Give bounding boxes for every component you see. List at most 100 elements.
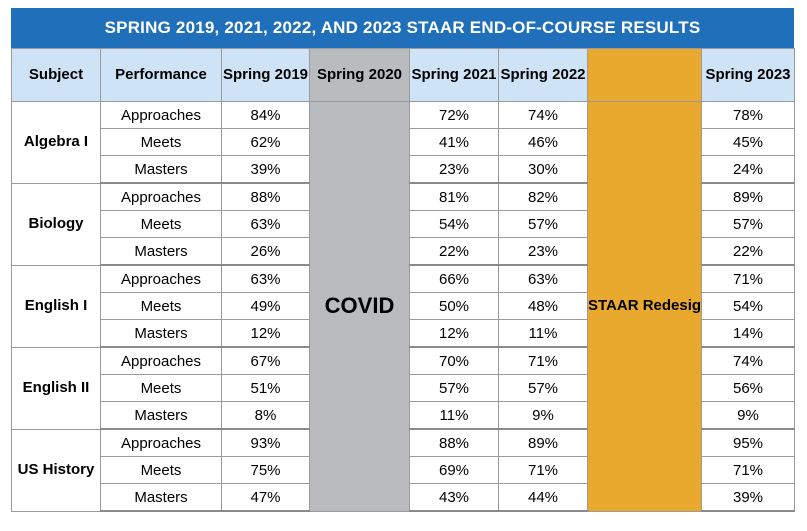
spring-2023-value: 39% xyxy=(701,483,795,512)
spring-2019-value: 39% xyxy=(221,155,310,184)
spring-2019-value: 8% xyxy=(221,401,310,430)
spring-2021-value: 54% xyxy=(409,210,499,238)
spring-2019-value: 63% xyxy=(221,210,310,238)
spring-2019-value: 49% xyxy=(221,292,310,320)
spring-2022-value: 82% xyxy=(498,182,588,211)
spring-2023-value: 54% xyxy=(701,292,795,320)
spring-2023-value: 24% xyxy=(701,155,795,184)
spring-2023-value: 9% xyxy=(701,401,795,430)
spring-2019-value: 93% xyxy=(221,428,310,457)
performance-level-cell: Masters xyxy=(100,237,222,266)
spring-2023-value: 71% xyxy=(701,456,795,484)
spring-2022-value: 57% xyxy=(498,210,588,238)
spring-2021-value: 66% xyxy=(409,264,499,293)
spring-2019-value: 63% xyxy=(221,264,310,293)
results-body: Algebra I Approaches 84% COVID 72% 74% STAAR R… xyxy=(11,101,795,512)
spring-2022-value: 9% xyxy=(498,401,588,430)
spring-2022-value: 44% xyxy=(498,483,588,512)
performance-level-cell: Approaches xyxy=(100,182,222,211)
table-row: Masters 12% 12% 11% 14% xyxy=(12,319,795,348)
table-row: Biology Approaches 88% 81% 82% 89% xyxy=(11,182,795,266)
header-performance: Performance xyxy=(100,48,222,102)
spring-2019-value: 62% xyxy=(221,128,310,156)
results-table-container: SPRING 2019, 2021, 2022, AND 2023 STAAR … xyxy=(11,8,795,520)
table-row: Masters 47% 43% 44% 39% xyxy=(12,483,795,512)
performance-level-cell: Approaches xyxy=(100,101,222,129)
table-row: Meets 75% 69% 71% 71% xyxy=(12,456,795,484)
performance-level-cell: Meets xyxy=(100,374,222,402)
spring-2019-value: 26% xyxy=(221,237,310,266)
performance-level-cell: Approaches xyxy=(100,346,222,375)
table-row: Algebra I Approaches 84% COVID 72% 74% STAAR R… xyxy=(11,101,795,512)
table-row: US History Approaches 93% 88% 89% 95% xyxy=(11,428,795,512)
table-row: Masters 8% 11% 9% 9% xyxy=(12,401,795,430)
spring-2021-value: 11% xyxy=(409,401,499,430)
header-spring-2020: Spring 2020 xyxy=(309,48,410,102)
spring-2022-value: 11% xyxy=(498,319,588,348)
performance-level-cell: Masters xyxy=(100,401,222,430)
header-subject: Subject xyxy=(11,48,101,102)
table-row: Meets 51% 57% 57% 56% xyxy=(12,374,795,402)
subject-cell: English II xyxy=(11,346,101,430)
table-row: Meets 49% 50% 48% 54% xyxy=(12,292,795,320)
spring-2022-value: 46% xyxy=(498,128,588,156)
spring-2019-value: 75% xyxy=(221,456,310,484)
spring-2023-value: 95% xyxy=(701,428,795,457)
spring-2021-value: 23% xyxy=(409,155,499,184)
spring-2021-value: 22% xyxy=(409,237,499,266)
results-table: Subject Performance Spring 2019 Spring 2… xyxy=(11,48,795,512)
spring-2019-value: 88% xyxy=(221,182,310,211)
header-redesign-gap xyxy=(587,48,702,102)
spring-2021-value: 70% xyxy=(409,346,499,375)
performance-level-cell: Masters xyxy=(100,155,222,184)
header-spring-2021: Spring 2021 xyxy=(409,48,499,102)
spring-2023-value: 57% xyxy=(701,210,795,238)
header-spring-2023: Spring 2023 xyxy=(701,48,795,102)
table-title: SPRING 2019, 2021, 2022, AND 2023 STAAR … xyxy=(11,8,794,48)
header-row: Subject Performance Spring 2019 Spring 2… xyxy=(11,48,795,102)
spring-2021-value: 69% xyxy=(409,456,499,484)
table-row: Meets 63% 54% 57% 57% xyxy=(12,210,795,238)
spring-2021-value: 81% xyxy=(409,182,499,211)
spring-2022-value: 30% xyxy=(498,155,588,184)
spring-2019-value: 67% xyxy=(221,346,310,375)
subject-cell: Biology xyxy=(11,182,101,266)
performance-level-cell: Approaches xyxy=(100,428,222,457)
spring-2021-value: 12% xyxy=(409,319,499,348)
staar-redesign-cell: STAAR Redesign* xyxy=(587,101,702,512)
subject-cell: Algebra I xyxy=(11,101,101,184)
header-spring-2022: Spring 2022 xyxy=(498,48,588,102)
spring-2022-value: 23% xyxy=(498,237,588,266)
subject-cell: English I xyxy=(11,264,101,348)
performance-level-cell: Meets xyxy=(100,210,222,238)
spring-2019-value: 84% xyxy=(221,101,310,129)
spring-2021-value: 88% xyxy=(409,428,499,457)
spring-2022-value: 48% xyxy=(498,292,588,320)
table-row: English II Approaches 67% 70% 71% 74% xyxy=(11,346,795,430)
spring-2023-value: 14% xyxy=(701,319,795,348)
table-row: English I Approaches 63% 66% 63% 71% xyxy=(11,264,795,348)
table-row: Masters 26% 22% 23% 22% xyxy=(12,237,795,266)
subject-cell: US History xyxy=(11,428,101,512)
spring-2021-value: 41% xyxy=(409,128,499,156)
spring-2019-value: 12% xyxy=(221,319,310,348)
spring-2022-value: 57% xyxy=(498,374,588,402)
spring-2019-value: 51% xyxy=(221,374,310,402)
table-row: Masters 39% 23% 30% 24% xyxy=(12,155,795,184)
performance-level-cell: Meets xyxy=(100,292,222,320)
spring-2023-value: 78% xyxy=(701,101,795,129)
performance-level-cell: Meets xyxy=(100,456,222,484)
covid-cell: COVID xyxy=(309,101,410,512)
spring-2023-value: 71% xyxy=(701,264,795,293)
performance-level-cell: Masters xyxy=(100,483,222,512)
spring-2022-value: 74% xyxy=(498,101,588,129)
performance-level-cell: Approaches xyxy=(100,264,222,293)
spring-2019-value: 47% xyxy=(221,483,310,512)
spring-2022-value: 71% xyxy=(498,346,588,375)
spring-2021-value: 43% xyxy=(409,483,499,512)
spring-2021-value: 50% xyxy=(409,292,499,320)
spring-2023-value: 22% xyxy=(701,237,795,266)
spring-2023-value: 74% xyxy=(701,346,795,375)
spring-2021-value: 57% xyxy=(409,374,499,402)
performance-level-cell: Masters xyxy=(100,319,222,348)
